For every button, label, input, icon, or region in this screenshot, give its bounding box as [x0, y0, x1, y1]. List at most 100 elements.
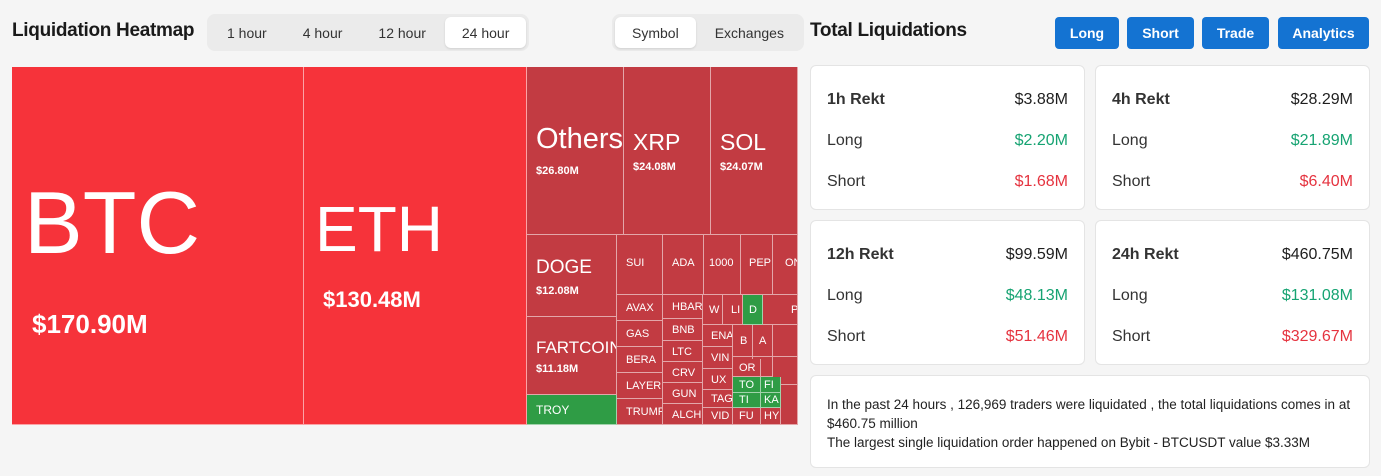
tile-1000[interactable]: 1000 [704, 235, 741, 295]
tile-symbol: GUN [672, 388, 697, 400]
long-value: $131.08M [1281, 287, 1353, 304]
card-label: 12h Rekt [827, 246, 894, 263]
tile-crv[interactable]: CRV [663, 362, 703, 383]
short-button[interactable]: Short [1127, 17, 1194, 49]
tile-fi[interactable]: FI [761, 377, 781, 393]
tile-a[interactable]: A [753, 325, 773, 357]
tile-troy[interactable]: TROY [527, 395, 617, 425]
card-total: $3.88M [1014, 91, 1068, 108]
tile-symbol: VID [711, 410, 730, 422]
tile-symbol: TO [739, 379, 755, 391]
tile-symbol: ON [785, 257, 797, 269]
tile-sui[interactable]: SUI [617, 235, 663, 295]
long-button[interactable]: Long [1055, 17, 1119, 49]
tab-1-hour[interactable]: 1 hour [227, 24, 267, 41]
tile-hy[interactable]: HY [761, 408, 781, 425]
tile-symbol: DOGE [536, 257, 592, 278]
long-label: Long [1112, 132, 1148, 149]
tile-to[interactable]: TO [733, 377, 761, 393]
tile-vid[interactable]: VID [703, 408, 733, 425]
tile-fartcoin[interactable]: FARTCOIN $11.18M [527, 317, 617, 395]
tile-on[interactable]: ON [773, 235, 798, 295]
tile-ada[interactable]: ADA [663, 235, 704, 295]
summary-traders-line: In the past 24 hours , 126,969 traders w… [827, 397, 1351, 431]
tile-gun[interactable]: GUN [663, 383, 703, 404]
tile-xrp[interactable]: XRP $24.08M [624, 67, 711, 235]
tile-unlabeled[interactable] [761, 359, 773, 377]
total-liquidations-title: Total Liquidations [810, 20, 967, 41]
tile-ti[interactable]: TI [733, 393, 761, 408]
tile-tag[interactable]: TAG [703, 390, 733, 408]
tile-symbol: P [791, 304, 798, 316]
tile-symbol: HY [764, 410, 780, 422]
tile-w[interactable]: W [703, 295, 723, 325]
tile-symbol: CRV [672, 367, 696, 379]
tile-doge[interactable]: DOGE $12.08M [527, 235, 617, 317]
analytics-button[interactable]: Analytics [1278, 17, 1369, 49]
tile-symbol: ALCH [672, 409, 702, 421]
tile-b[interactable]: B [733, 325, 753, 357]
tile-vin[interactable]: VIN [703, 347, 733, 369]
tile-layer[interactable]: LAYER [617, 373, 663, 399]
tile-symbol: A [759, 335, 767, 347]
tile-eth[interactable]: ETH $130.48M [304, 67, 527, 425]
tile-ka[interactable]: KA [761, 393, 781, 408]
tile-or-2[interactable]: OR [733, 359, 761, 377]
tile-ena[interactable]: ENA [703, 325, 733, 347]
card-label: 24h Rekt [1112, 246, 1179, 263]
short-label: Short [1112, 328, 1151, 345]
tile-symbol: PEP [749, 257, 772, 269]
tile-symbol: ADA [672, 257, 695, 269]
tile-unlabeled[interactable] [781, 385, 798, 425]
tile-sol[interactable]: SOL $24.07M [711, 67, 798, 235]
tile-p[interactable]: P [763, 295, 798, 325]
tile-li[interactable]: LI [723, 295, 743, 325]
tile-btc[interactable]: BTC $170.90M [12, 67, 304, 425]
tile-symbol: BTC [24, 173, 200, 272]
card-label: 1h Rekt [827, 91, 885, 108]
tile-symbol: VIN [711, 352, 730, 364]
tile-symbol: LTC [672, 346, 692, 358]
tab-symbol[interactable]: Symbol [615, 17, 696, 48]
tab-12-hour[interactable]: 12 hour [378, 24, 426, 41]
tile-symbol: LAYER [626, 380, 662, 392]
long-value: $2.20M [1014, 132, 1068, 149]
tile-alch[interactable]: ALCH [663, 404, 703, 425]
tile-symbol: W [709, 304, 720, 316]
short-label: Short [827, 328, 866, 345]
tile-hbar[interactable]: HBAR [663, 295, 703, 319]
tab-4-hour[interactable]: 4 hour [302, 24, 343, 41]
tile-value: $130.48M [323, 287, 421, 312]
short-label: Short [1112, 173, 1151, 190]
tile-trump[interactable]: TRUMP [617, 399, 663, 425]
tile-ux[interactable]: UX [703, 370, 733, 390]
tile-ltc[interactable]: LTC [663, 341, 703, 362]
tile-bnb[interactable]: BNB [663, 319, 703, 341]
tile-symbol: SUI [626, 257, 645, 269]
trade-button[interactable]: Trade [1202, 17, 1269, 49]
tile-symbol: TI [739, 394, 749, 406]
tile-gas[interactable]: GAS [617, 321, 663, 347]
tile-symbol: TAG [711, 393, 733, 405]
tile-symbol: FI [764, 379, 774, 391]
short-value: $51.46M [1005, 328, 1068, 345]
tab-exchanges[interactable]: Exchanges [714, 24, 784, 41]
tile-bera[interactable]: BERA [617, 347, 663, 373]
card-total: $28.29M [1290, 91, 1353, 108]
tile-symbol: OR [739, 362, 756, 374]
tile-value: $26.80M [536, 165, 579, 177]
tile-filler[interactable] [773, 325, 798, 357]
tile-pep[interactable]: PEP [741, 235, 773, 295]
tile-symbol: FU [739, 410, 754, 422]
tile-fu[interactable]: FU [733, 408, 761, 425]
tile-avax[interactable]: AVAX [617, 295, 663, 321]
tile-symbol: B [740, 335, 748, 347]
tile-d[interactable]: D [743, 295, 763, 325]
card-label: 4h Rekt [1112, 91, 1170, 108]
tile-others[interactable]: Others $26.80M [527, 67, 624, 235]
tile-symbol: XRP [633, 129, 681, 155]
tile-symbol: FARTCOIN [536, 338, 617, 357]
tile-symbol: HBAR [672, 301, 703, 313]
tile-value: $24.08M [633, 161, 676, 173]
tab-24-hour[interactable]: 24 hour [444, 17, 527, 48]
